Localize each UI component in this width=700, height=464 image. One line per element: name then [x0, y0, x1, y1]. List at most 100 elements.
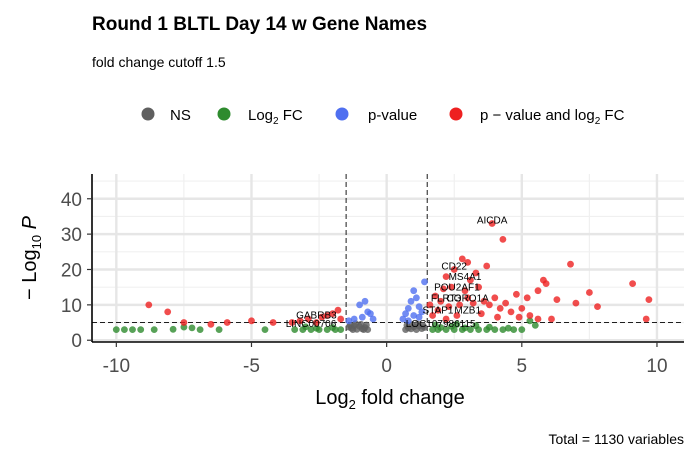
data-point-fc [323, 326, 331, 333]
data-point-fc-p [442, 315, 450, 323]
legend-key-ns [141, 107, 155, 121]
point-label: MZB1 [454, 306, 481, 317]
legend-key-pvalue [335, 107, 349, 121]
data-point-fc-p [440, 285, 447, 293]
data-point-fc-p [334, 306, 342, 314]
data-point-fc-p [464, 294, 472, 302]
data-point-fc-p [437, 297, 445, 305]
data-point-p [415, 313, 423, 321]
data-point-p [369, 315, 377, 323]
data-point-fc-p [499, 236, 507, 243]
data-point-fc-p [480, 297, 488, 305]
data-point-fc-p [464, 259, 472, 266]
data-point-fc-p [645, 296, 653, 303]
point-label: LINC00706 [286, 319, 337, 330]
point-label: CORO1A [447, 293, 490, 304]
data-point-fc [491, 326, 499, 333]
data-point-p [421, 278, 428, 286]
x-tick-label: 0 [381, 356, 392, 377]
data-point-p [404, 317, 412, 325]
data-point-fc-p [442, 273, 450, 280]
data-point-fc-p [450, 266, 458, 273]
data-point-fc [518, 326, 526, 333]
y-tick-label: 10 [61, 296, 82, 317]
data-point-fc-p [534, 315, 542, 323]
data-point-fc-p [458, 255, 466, 263]
point-label: LOC107986115 [406, 319, 476, 330]
data-point-p [345, 317, 353, 325]
data-point-fc [510, 326, 518, 333]
data-point-p [410, 287, 418, 295]
y-axis-title: − Log10 P [19, 215, 44, 300]
data-point-fc-p [180, 319, 188, 326]
y-tick-label: 0 [71, 331, 82, 352]
data-point-p [407, 297, 415, 305]
data-point-fc-p [223, 319, 231, 326]
legend: NS Log2 FC p-value p − value and log2 FC [141, 107, 625, 127]
data-point-fc [526, 317, 534, 325]
data-point-ns [357, 320, 365, 328]
data-point-fc [121, 326, 128, 333]
data-point-fc-p [461, 287, 469, 295]
data-point-fc [504, 324, 512, 332]
data-point-fc-p [164, 308, 172, 316]
data-point-fc-p [296, 317, 304, 325]
grid [92, 174, 684, 342]
data-point-p [413, 294, 420, 302]
data-point-fc-p [567, 260, 574, 268]
data-point-fc-p [445, 303, 453, 310]
data-point-fc-p [472, 269, 480, 277]
data-point-fc [499, 326, 507, 333]
data-point-fc [461, 324, 469, 332]
data-point-fc-p [248, 317, 255, 325]
legend-label-ns: NS [170, 107, 191, 124]
data-point-fc [150, 326, 158, 333]
data-point-fc-p [145, 301, 153, 309]
data-point-fc-p [323, 312, 331, 319]
point-label: AICDA [477, 216, 508, 227]
y-tick-label: 30 [61, 225, 82, 246]
data-point-fc-p [513, 290, 520, 298]
x-axis-title: Log2 fold change [315, 387, 465, 412]
data-point-fc-p [431, 292, 439, 300]
data-point-fc-p [507, 308, 515, 316]
data-point-fc [215, 326, 223, 333]
data-point-fc [313, 324, 320, 332]
data-point-fc [453, 320, 461, 328]
data-point-fc-p [642, 315, 650, 323]
data-point-fc-p [526, 312, 534, 319]
data-point-fc [112, 326, 120, 333]
data-point-fc-p [496, 305, 504, 312]
data-point-fc [302, 323, 309, 331]
data-point-ns [360, 326, 368, 333]
data-point-fc-p [426, 301, 434, 309]
y-tick-label: 20 [61, 260, 82, 281]
data-point-fc-p [288, 319, 296, 326]
data-point-fc [337, 326, 345, 333]
data-point-fc-p [594, 303, 601, 310]
chart-caption: Total = 1130 variables [548, 431, 684, 447]
x-tick-label: -5 [243, 356, 260, 377]
legend-key-pvalue-and-log2fc [449, 107, 463, 121]
cutoff-lines [92, 174, 684, 342]
tick-labels: -10 -5 0 5 10 0 10 20 30 40 [61, 190, 668, 377]
data-point-fc [467, 326, 474, 333]
data-point-p [358, 313, 366, 321]
data-point-fc-p [448, 283, 455, 291]
data-point-fc [531, 322, 539, 329]
data-point-p [418, 308, 426, 316]
data-point-fc-p [483, 262, 491, 270]
point-label: MS4A1 [449, 272, 482, 283]
data-point-fc-p [456, 301, 463, 309]
data-points [112, 220, 653, 333]
x-tick-label: -10 [103, 356, 130, 377]
point-label: FLRT3 [431, 293, 462, 304]
data-point-fc [196, 326, 204, 333]
data-point-fc-p [629, 280, 636, 287]
data-point-fc [307, 326, 315, 333]
x-tick-label: 5 [517, 356, 528, 377]
data-point-fc-p [337, 315, 345, 323]
data-point-fc [261, 326, 269, 333]
data-point-fc [129, 326, 136, 333]
